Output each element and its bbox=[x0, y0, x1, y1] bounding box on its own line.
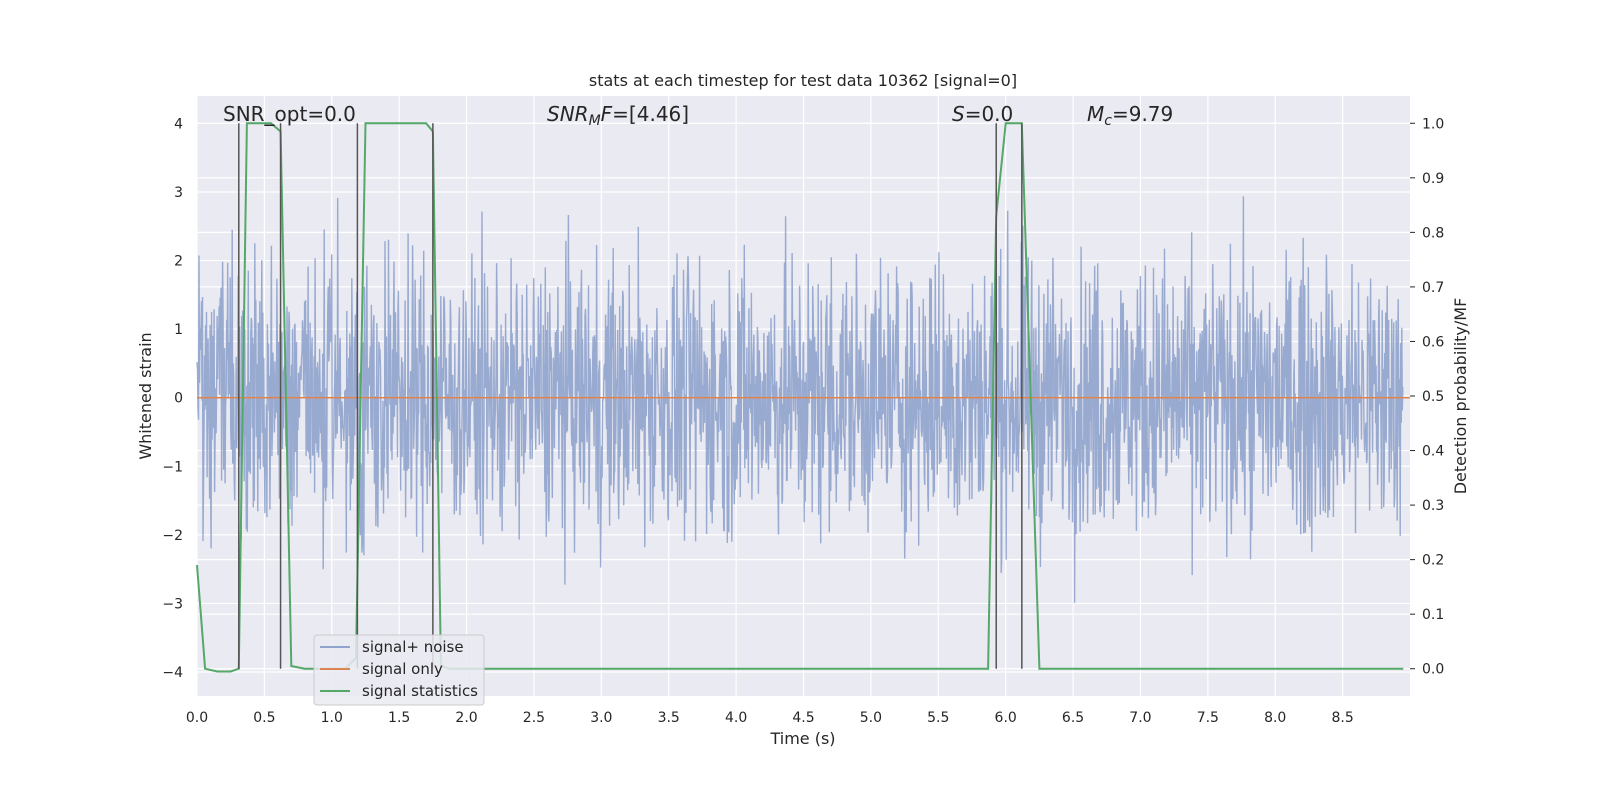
y-tick-label-left: −1 bbox=[162, 459, 183, 475]
x-tick-label: 8.0 bbox=[1264, 710, 1286, 726]
y-tick-label-left: −3 bbox=[162, 596, 183, 612]
vertical-markers bbox=[238, 123, 1023, 669]
annotation-snr-opt-value: =0.0 bbox=[307, 102, 356, 126]
y-tick-label-right: 1.0 bbox=[1422, 116, 1444, 132]
chart-title: stats at each timestep for test data 103… bbox=[589, 71, 1017, 90]
y-tick-label-right: 0.0 bbox=[1422, 662, 1444, 678]
y-tick-label-left: 3 bbox=[174, 185, 183, 201]
y-tick-label-right: 0.2 bbox=[1422, 553, 1444, 569]
x-tick-label: 1.0 bbox=[321, 710, 343, 726]
x-tick-label: 2.5 bbox=[523, 710, 545, 726]
x-tick-label: 3.5 bbox=[658, 710, 680, 726]
x-tick-label: 6.0 bbox=[995, 710, 1017, 726]
annotation-snr-opt: SNR_opt=0.0 bbox=[223, 102, 356, 126]
legend-box bbox=[313, 634, 485, 706]
series-signal-noise bbox=[196, 196, 1404, 603]
annotation-s: S=0.0 bbox=[952, 102, 1013, 126]
y-tick-label-left: −2 bbox=[162, 528, 183, 544]
annotation-snr-mf-sub: M bbox=[589, 113, 601, 129]
x-tick-label: 5.0 bbox=[860, 710, 882, 726]
y-tick-label-right: 0.4 bbox=[1422, 444, 1444, 460]
tick-labels: 0.0 0.5 1.0 1.5 2.0 2.5 3.0 3.5 4.0 4.5 5.0 5.5 6.0 6… bbox=[162, 116, 1444, 726]
y-tick-label-right: 0.8 bbox=[1422, 225, 1444, 241]
noise-series bbox=[196, 196, 1404, 603]
x-tick-label: 4.5 bbox=[792, 710, 814, 726]
annotation-s-value: =0.0 bbox=[965, 102, 1014, 126]
y-tick-label-left: 4 bbox=[174, 116, 183, 132]
x-tick-label: 3.0 bbox=[590, 710, 612, 726]
x-tick-label: 1.5 bbox=[388, 710, 410, 726]
x-axis-label: Time (s) bbox=[769, 729, 835, 748]
legend-label-signal-noise: signal+ noise bbox=[362, 638, 464, 656]
y-tick-label-right: 0.3 bbox=[1422, 498, 1444, 514]
x-tick-label: 7.0 bbox=[1129, 710, 1151, 726]
annotation-snr-mf-label: SNR bbox=[547, 102, 589, 126]
y-tick-label-left: 0 bbox=[174, 391, 183, 407]
legend-label-signal-only: signal only bbox=[362, 660, 443, 678]
annotation-snr-mf: SNRMF=[4.46] bbox=[547, 102, 689, 129]
y-tick-label-left: −4 bbox=[162, 665, 183, 681]
annotation-s-label: S bbox=[952, 102, 965, 126]
y-tick-label-left: 2 bbox=[174, 254, 183, 270]
x-tick-label: 5.5 bbox=[927, 710, 949, 726]
annotation-snr-mf-value: =[4.46] bbox=[612, 102, 689, 126]
x-tick-label: 0.0 bbox=[186, 710, 208, 726]
y-tick-label-right: 0.5 bbox=[1422, 389, 1444, 405]
annotation-snr-opt-label: SNR_opt bbox=[223, 102, 307, 126]
annotation-mc-label: M bbox=[1087, 102, 1104, 126]
legend-label-signal-statistics: signal statistics bbox=[362, 682, 478, 700]
annotation-snr-mf-label2: F bbox=[601, 102, 613, 126]
legend: signal+ noise signal only signal statist… bbox=[313, 634, 485, 706]
y-tick-label-right: 0.9 bbox=[1422, 171, 1444, 187]
y-tick-label-right: 0.6 bbox=[1422, 334, 1444, 350]
x-tick-label: 2.0 bbox=[455, 710, 477, 726]
x-tick-label: 6.5 bbox=[1062, 710, 1084, 726]
annotation-mc-sub: c bbox=[1104, 113, 1112, 129]
y-tick-label-right: 0.7 bbox=[1422, 280, 1444, 296]
x-tick-label: 7.5 bbox=[1197, 710, 1219, 726]
y-tick-label-left: 1 bbox=[174, 322, 183, 338]
x-tick-label: 8.5 bbox=[1331, 710, 1353, 726]
y-axis-label-left: Whitened strain bbox=[136, 332, 155, 459]
line-series bbox=[196, 122, 1410, 673]
x-tick-label: 4.0 bbox=[725, 710, 747, 726]
series-signal-statistics bbox=[196, 122, 1404, 673]
annotation-mc: Mc=9.79 bbox=[1087, 102, 1173, 129]
x-tick-label: 0.5 bbox=[253, 710, 275, 726]
y-axis-label-right: Detection probability/MF bbox=[1451, 298, 1470, 495]
y-tick-label-right: 0.1 bbox=[1422, 607, 1444, 623]
annotation-mc-value: =9.79 bbox=[1112, 102, 1173, 126]
